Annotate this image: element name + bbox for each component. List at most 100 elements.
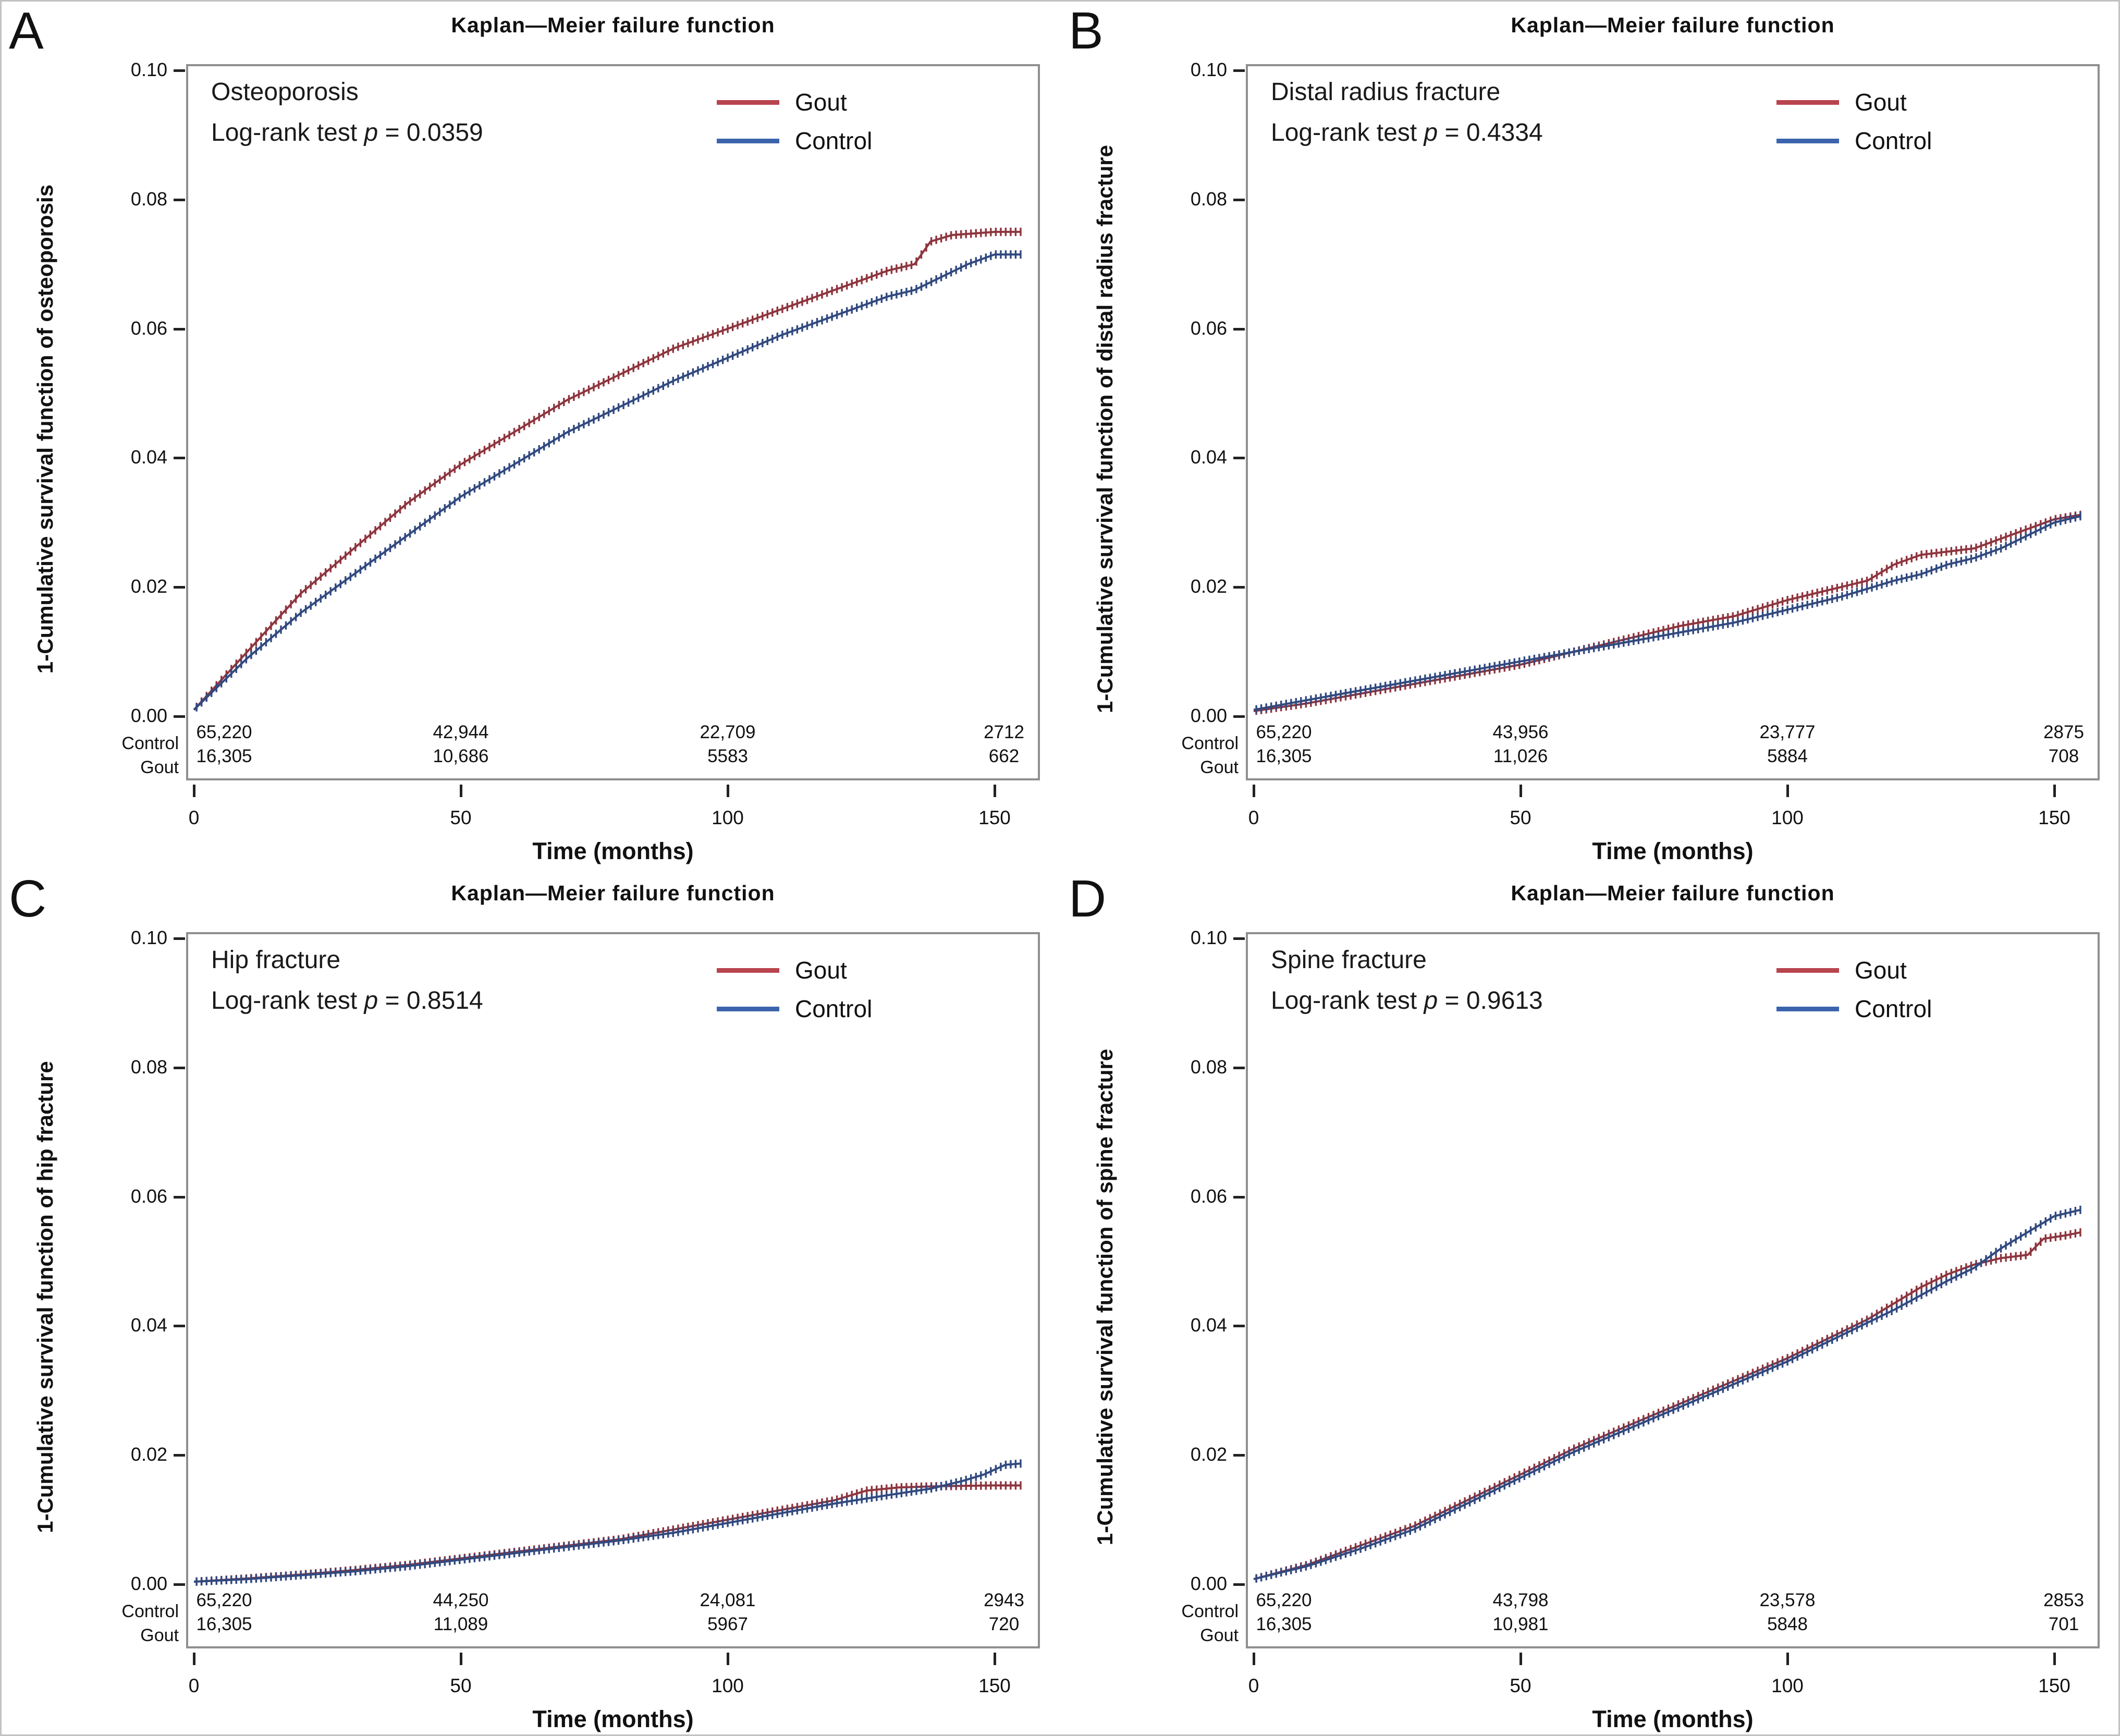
x-tick-label: 100 <box>1771 1675 1804 1696</box>
y-tick-label: 0.08 <box>130 1056 167 1078</box>
x-tick-label: 50 <box>1510 1675 1531 1696</box>
legend: Gout Control <box>717 956 872 1023</box>
y-tick <box>1233 1583 1245 1586</box>
y-tick-label: 0.06 <box>1190 317 1227 339</box>
at-risk-value-control: 65,220 <box>1256 1590 1312 1610</box>
x-tick <box>994 1653 996 1665</box>
y-tick-label: 0.06 <box>1190 1185 1227 1207</box>
at-risk-value-control: 24,081 <box>700 1590 756 1610</box>
at-risk-value-gout: 16,305 <box>196 746 252 766</box>
y-tick-label: 0.04 <box>1190 446 1227 468</box>
logrank-label: Log-rank test p = 0.9613 <box>1271 987 1543 1014</box>
chart-title: Kaplan—Meier failure function <box>1511 881 1835 905</box>
at-risk-value-control: 65,220 <box>196 722 252 742</box>
x-tick <box>994 785 996 797</box>
at-risk-value-control: 2712 <box>984 722 1024 742</box>
control-line-swatch <box>1776 138 1839 143</box>
at-risk-value-control: 23,578 <box>1759 1590 1816 1610</box>
at-risk-row-label-control: Control <box>1181 1601 1239 1621</box>
legend-item-control: Control <box>1776 995 1932 1023</box>
km-plot <box>1253 510 2081 715</box>
p-symbol: p <box>364 119 378 146</box>
legend-item-gout: Gout <box>717 88 872 116</box>
legend-item-gout: Gout <box>1776 88 1932 116</box>
plot-area <box>1246 64 2100 780</box>
legend-item-gout: Gout <box>1776 956 1932 984</box>
y-tick <box>1233 1454 1245 1457</box>
panel-a: A Kaplan—Meier failure function 1-Cumula… <box>2 2 1061 870</box>
y-tick-label: 0.08 <box>1190 1056 1227 1078</box>
panel-d: D Kaplan—Meier failure function 1-Cumula… <box>1061 870 2118 1734</box>
control-line-swatch <box>717 1006 779 1011</box>
x-tick <box>2053 785 2056 797</box>
censor-marks-gout <box>1255 1228 2081 1583</box>
y-tick-label: 0.06 <box>130 317 167 339</box>
x-axis-label: Time (months) <box>532 1706 694 1732</box>
y-tick-label: 0.06 <box>130 1185 167 1207</box>
at-risk-value-gout: 11,026 <box>1493 746 1548 766</box>
y-tick <box>174 715 185 718</box>
x-tick-label: 50 <box>1510 807 1531 828</box>
km-plot <box>193 1459 1022 1586</box>
at-risk-value-gout: 10,686 <box>433 746 489 766</box>
panel-letter: A <box>9 2 44 60</box>
x-tick-label: 150 <box>978 807 1011 828</box>
at-risk-value-control: 65,220 <box>1256 722 1312 742</box>
control-line-swatch <box>717 138 779 143</box>
at-risk-row-label-control: Control <box>121 1601 179 1621</box>
y-tick <box>1233 198 1245 201</box>
x-tick <box>1253 785 1255 797</box>
x-tick-label: 100 <box>712 1675 744 1696</box>
at-risk-value-gout: 701 <box>2048 1614 2079 1634</box>
x-tick <box>1519 1653 1522 1665</box>
y-tick <box>1233 327 1245 331</box>
x-tick <box>193 1653 195 1665</box>
legend-item-control: Control <box>717 995 872 1023</box>
y-tick <box>174 1325 185 1328</box>
logrank-label: Log-rank test p = 0.4334 <box>1271 119 1543 146</box>
y-tick <box>174 457 185 460</box>
at-risk-value-control: 44,250 <box>433 1590 489 1610</box>
y-tick-label: 0.02 <box>130 576 167 597</box>
chart-title: Kaplan—Meier failure function <box>451 13 775 37</box>
disease-label: Osteoporosis <box>211 78 359 106</box>
chart-title: Kaplan—Meier failure function <box>1511 13 1835 37</box>
at-risk-value-gout: 5848 <box>1767 1614 1808 1634</box>
at-risk-value-gout: 16,305 <box>1256 746 1312 766</box>
y-tick <box>174 1583 185 1586</box>
y-tick-label: 0.08 <box>1190 188 1227 210</box>
y-tick-label: 0.10 <box>1190 59 1227 80</box>
km-curve-gout <box>1253 514 2081 713</box>
km-curve-control <box>193 253 1022 711</box>
disease-label: Hip fracture <box>211 946 341 974</box>
x-tick-label: 0 <box>1248 1675 1259 1696</box>
control-line-swatch <box>1776 1006 1839 1011</box>
x-tick <box>1253 1653 1255 1665</box>
x-tick <box>1786 1653 1789 1665</box>
gout-line-swatch <box>717 968 779 973</box>
y-tick-label: 0.10 <box>130 927 167 948</box>
x-tick <box>727 1653 729 1665</box>
x-tick-label: 50 <box>450 807 472 828</box>
at-risk-value-gout: 11,089 <box>433 1614 488 1634</box>
p-symbol: p <box>364 987 378 1014</box>
x-tick <box>2053 1653 2056 1665</box>
panel-letter: C <box>9 870 47 928</box>
x-tick-label: 0 <box>188 807 200 828</box>
x-tick-label: 150 <box>978 1675 1011 1696</box>
censor-marks-control <box>195 1459 1022 1586</box>
y-tick-label: 0.00 <box>130 705 167 726</box>
x-tick-label: 150 <box>2038 1675 2070 1696</box>
at-risk-value-control: 2943 <box>984 1590 1024 1610</box>
y-tick <box>174 327 185 331</box>
chart-title: Kaplan—Meier failure function <box>451 881 775 905</box>
x-tick-label: 100 <box>712 807 744 828</box>
at-risk-value-gout: 5884 <box>1767 746 1808 766</box>
censor-marks-control <box>1255 1205 2081 1583</box>
y-axis-label: 1-Cumulative survival function of osteop… <box>33 184 57 674</box>
legend-item-control: Control <box>717 127 872 155</box>
y-tick <box>1233 937 1245 940</box>
panel-letter: B <box>1069 2 1104 60</box>
km-curve-gout <box>193 1484 1022 1583</box>
at-risk-value-gout: 16,305 <box>1256 1614 1312 1634</box>
